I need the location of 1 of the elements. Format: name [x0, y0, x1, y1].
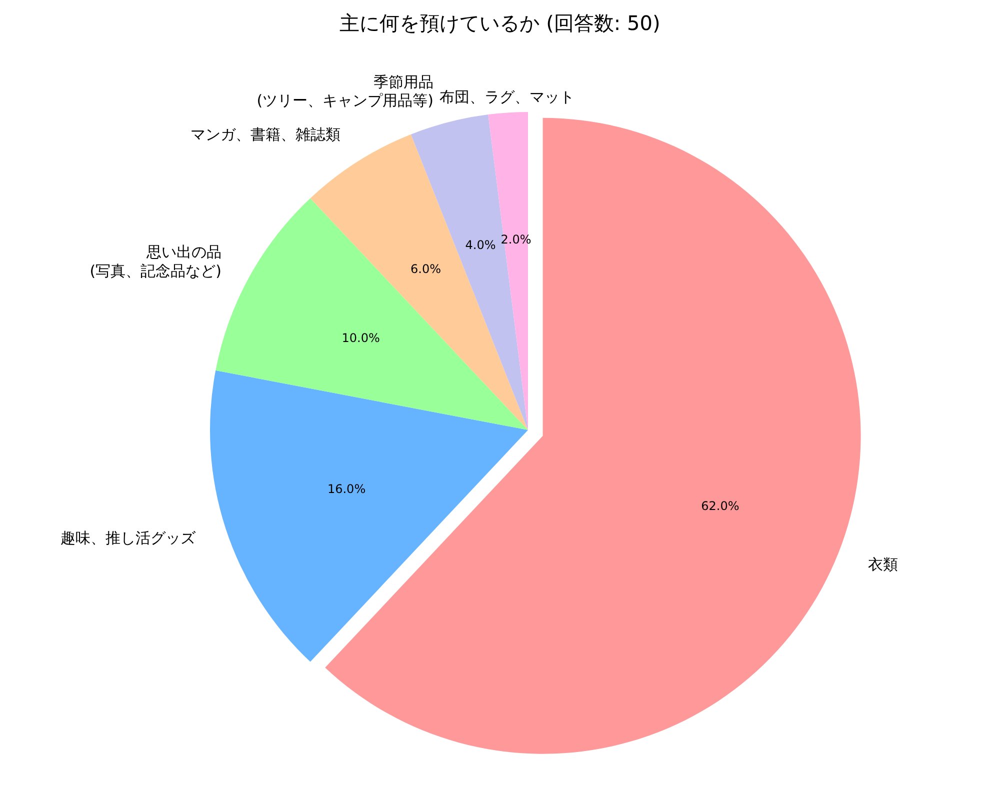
- title: 主に何を預けているか (回答数: 50): [340, 11, 660, 35]
